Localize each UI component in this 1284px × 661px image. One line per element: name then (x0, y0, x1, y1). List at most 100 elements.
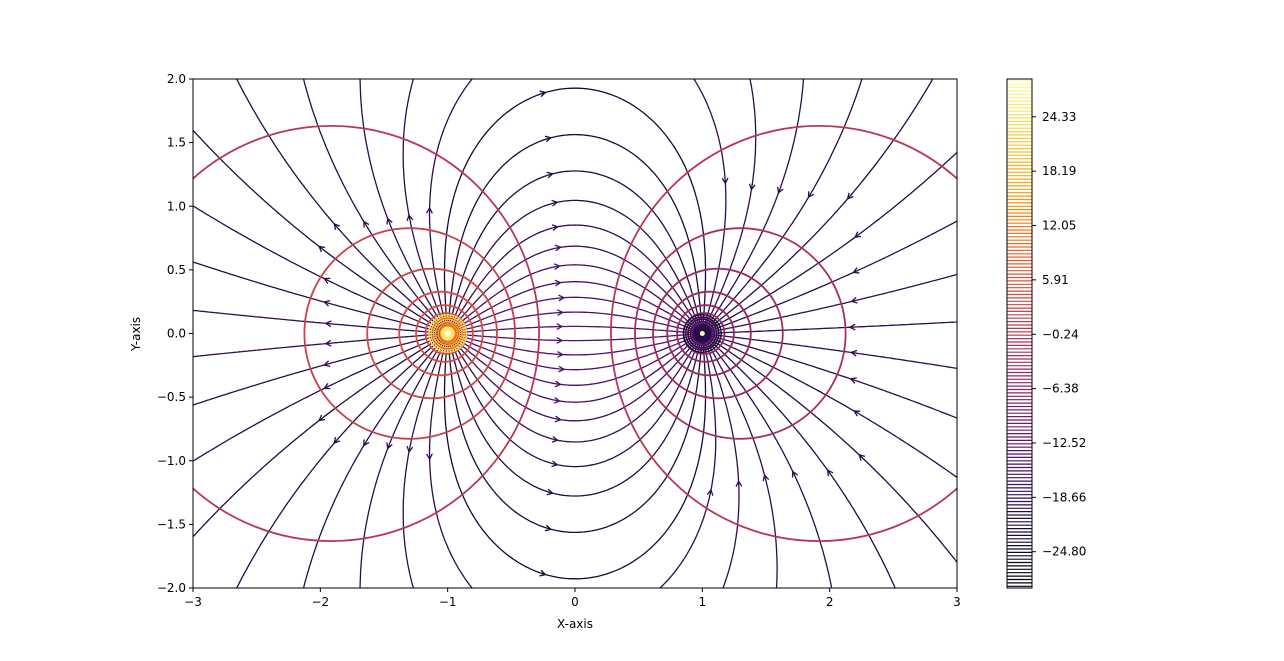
streamline-arrow (386, 217, 393, 225)
streamline (193, 335, 441, 462)
streamline (708, 151, 957, 331)
streamline-arrow (406, 213, 414, 222)
streamline (193, 336, 442, 538)
streamline-arrow (554, 244, 562, 252)
streamline-arrow (363, 439, 370, 447)
streamline-arrow (426, 453, 433, 461)
y-tick-label: 0.5 (167, 263, 186, 277)
colorbar-tick-label: −6.38 (1042, 382, 1079, 396)
x-tick-label: 3 (953, 595, 961, 609)
y-tick-label: −1.0 (157, 454, 186, 468)
streamline-arrow (322, 360, 331, 367)
streamline-arrow (324, 320, 332, 328)
streamline (455, 333, 695, 342)
equipotential-contour (439, 325, 456, 342)
equipotential-contour (676, 304, 735, 363)
streamline (706, 79, 805, 328)
streamline-arrow (551, 224, 559, 232)
streamline-arrow (558, 294, 566, 302)
streamline-arrow (323, 277, 331, 284)
y-tick-label: 2.0 (167, 72, 186, 86)
streamline-arrow (324, 339, 332, 347)
streamline (450, 199, 700, 327)
equipotential-contour (437, 323, 459, 344)
plot-background (193, 79, 957, 588)
streamline (402, 340, 446, 588)
equipotential-contour (691, 323, 713, 344)
equipotential-contour (682, 313, 722, 354)
streamline (693, 79, 727, 327)
equipotential-contour (634, 227, 847, 440)
y-tick-label: −1.5 (157, 517, 186, 531)
streamline (235, 79, 443, 330)
streamline-arrow (323, 383, 331, 390)
streamline (704, 340, 740, 588)
colorbar-frame (1006, 78, 1033, 589)
colorbar-tick-label: −24.80 (1042, 545, 1086, 559)
streamline-arrow (318, 414, 326, 422)
y-tick-label: −0.5 (157, 390, 186, 404)
streamline-arrow (748, 183, 756, 191)
streamline-arrow (850, 349, 858, 357)
streamline (706, 339, 833, 588)
streamline (708, 337, 957, 564)
streamline (359, 79, 445, 328)
equipotential-contour (428, 313, 468, 354)
streamline-arrow (554, 380, 562, 388)
streamline (707, 79, 863, 329)
streamline (704, 79, 757, 327)
streamline-arrow (706, 488, 714, 496)
streamline (428, 79, 473, 327)
streamline (659, 340, 717, 588)
streamline (707, 338, 896, 588)
streamline (302, 79, 444, 329)
positive-charge-core (444, 330, 451, 337)
streamline-arrow (558, 365, 566, 373)
x-tick-label: 0 (571, 595, 579, 609)
streamline-arrow (546, 488, 554, 496)
streamline-arrow (553, 263, 561, 271)
equipotential-contour (193, 125, 540, 542)
streamline (193, 129, 442, 331)
y-axis-label: Y-axis (129, 317, 143, 352)
colorbar-levels (1007, 80, 1032, 587)
streamline-arrow (539, 569, 547, 577)
streamline (709, 273, 957, 333)
streamline (709, 220, 957, 332)
streamline-arrow (556, 336, 564, 344)
y-tick-label: 1.0 (167, 199, 186, 213)
streamline (451, 339, 700, 443)
streamline-arrow (544, 135, 553, 143)
streamline (453, 338, 697, 403)
y-axis-ticks: 2.0 1.5 1.0 0.5 0.0 −0.5 −1.0 −1.5 −2.0 (157, 72, 193, 595)
streamline-arrow (333, 437, 341, 445)
equipotential-contours (193, 125, 957, 542)
y-tick-label: 0.0 (167, 327, 186, 341)
streamline (193, 261, 441, 333)
streamline-arrow (846, 192, 854, 200)
streamline-arrow (544, 524, 553, 532)
colorbar-tick-label: 18.19 (1042, 164, 1076, 178)
equipotential-contour (652, 267, 784, 400)
equipotential-contour (303, 227, 516, 440)
streamline (454, 334, 696, 356)
streamline-arrow (553, 396, 561, 404)
streamline (450, 340, 700, 468)
x-axis-label: X-axis (557, 617, 593, 631)
streamline (709, 336, 957, 479)
colorbar-tick-label: 24.33 (1042, 110, 1076, 124)
equipotential-contour (398, 290, 484, 377)
streamline-arrow (363, 220, 370, 228)
streamline-arrow (386, 442, 393, 450)
colorbar-ticks: 24.33 18.19 12.05 5.91 −0.24 −6.38 −12.52 −18.6… (1032, 110, 1086, 559)
streamline-arrow (762, 473, 770, 482)
streamline (443, 87, 707, 327)
equipotential-contour (689, 320, 716, 347)
streamline (193, 333, 441, 358)
streamline-arrow (858, 453, 866, 461)
equipotential-contour (610, 125, 957, 542)
streamline (193, 309, 441, 334)
plot-area (192, 78, 958, 589)
streamline (193, 205, 441, 332)
y-tick-label: 1.5 (167, 136, 186, 150)
